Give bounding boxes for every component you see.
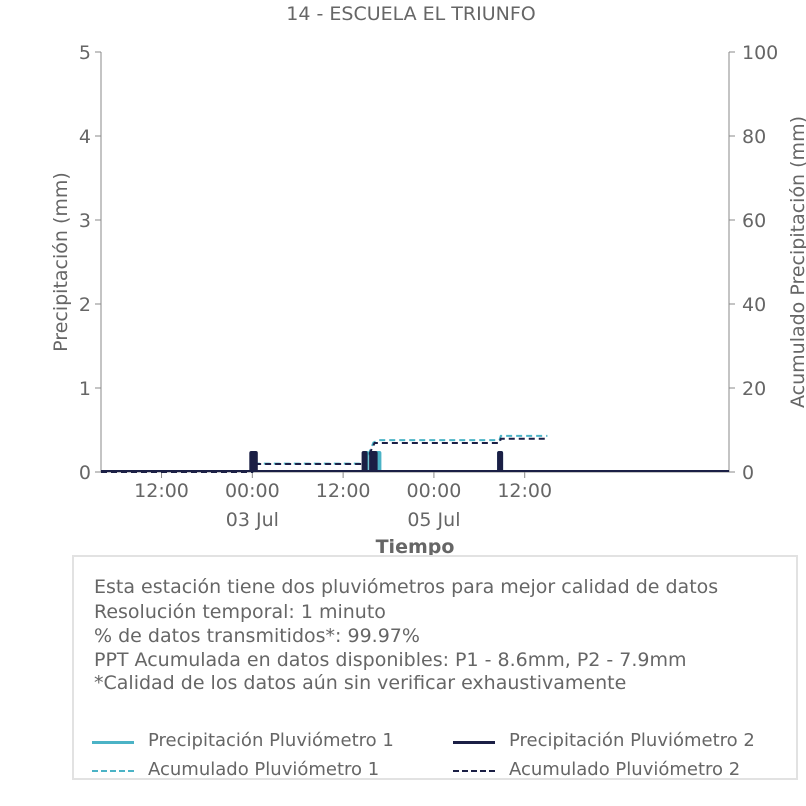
info-box: Esta estación tiene dos pluviómetros par… xyxy=(72,555,798,780)
y2-tick-label: 40 xyxy=(742,294,766,316)
x-tick-label: 12:00 xyxy=(497,480,552,502)
legend-swatch-precip-p1 xyxy=(92,741,134,744)
axes xyxy=(100,52,730,473)
y-tick-label: 5 xyxy=(79,42,91,64)
bar-series xyxy=(101,451,729,472)
y2-axis-label: Acumulado Precipitación (mm) xyxy=(787,116,806,408)
y2-tick-label: 60 xyxy=(742,210,766,232)
legend-label-precip-p2[interactable]: Precipitación Pluviómetro 2 xyxy=(509,730,755,751)
legend-label-cum-p1[interactable]: Acumulado Pluviómetro 1 xyxy=(148,759,380,780)
precip-bar xyxy=(361,451,368,472)
y2-tick-label: 20 xyxy=(742,378,766,400)
info-line-2: Resolución temporal: 1 minuto xyxy=(94,601,386,623)
legend-label-cum-p2[interactable]: Acumulado Pluviómetro 2 xyxy=(509,759,741,780)
chart-title: 14 - ESCUELA EL TRIUNFO xyxy=(286,3,535,25)
precip-bar xyxy=(497,451,504,472)
y-tick-label: 3 xyxy=(79,210,91,232)
cumulative-line-3 xyxy=(101,437,548,473)
legend-swatch-cum-p1 xyxy=(92,770,134,772)
y2-tick-label: 80 xyxy=(742,126,766,148)
y2-tick-label: 0 xyxy=(742,462,754,484)
info-line-4: PPT Acumulada en datos disponibles: P1 -… xyxy=(94,649,687,671)
y-tick-label: 2 xyxy=(79,294,91,316)
info-line-3: % de datos transmitidos*: 99.97% xyxy=(94,625,420,647)
precipitation-chart: 14 - ESCUELA EL TRIUNFO 0 1 2 3 4 5 0 20 40 60 80… xyxy=(50,3,806,558)
legend-label-precip-p1[interactable]: Precipitación Pluviómetro 1 xyxy=(148,730,394,751)
x-ticks: 12:00 00:00 03 Jul 12:00 00:00 05 Jul 12:00 xyxy=(134,472,552,531)
info-line-5: *Calidad de los datos aún sin verificar … xyxy=(94,672,627,694)
x-axis-label: Tiempo xyxy=(376,536,455,558)
y-axis-label: Precipitación (mm) xyxy=(50,172,72,352)
precip-bar xyxy=(251,451,258,472)
info-line-1: Esta estación tiene dos pluviómetros par… xyxy=(94,576,719,598)
x-tick-label: 12:00 xyxy=(316,480,371,502)
cumulative-series xyxy=(101,434,548,473)
x-tick-label: 12:00 xyxy=(134,480,189,502)
legend-swatch-precip-p2 xyxy=(453,741,495,744)
y2-tick-label: 100 xyxy=(742,42,778,64)
y-tick-label: 4 xyxy=(79,126,91,148)
cumulative-line-2 xyxy=(101,434,548,473)
x-tick-label: 00:00 xyxy=(225,480,280,502)
y-tick-label: 0 xyxy=(79,462,91,484)
x-tick-date-label: 05 Jul xyxy=(407,509,460,531)
y-ticks-right: 0 20 40 60 80 100 xyxy=(729,42,778,484)
x-tick-date-label: 03 Jul xyxy=(226,509,279,531)
x-tick-label: 00:00 xyxy=(407,480,462,502)
y-ticks-left: 0 1 2 3 4 5 xyxy=(79,42,101,484)
legend-swatch-cum-p2 xyxy=(453,770,495,772)
precip-bar xyxy=(371,451,378,472)
y-tick-label: 1 xyxy=(79,378,91,400)
